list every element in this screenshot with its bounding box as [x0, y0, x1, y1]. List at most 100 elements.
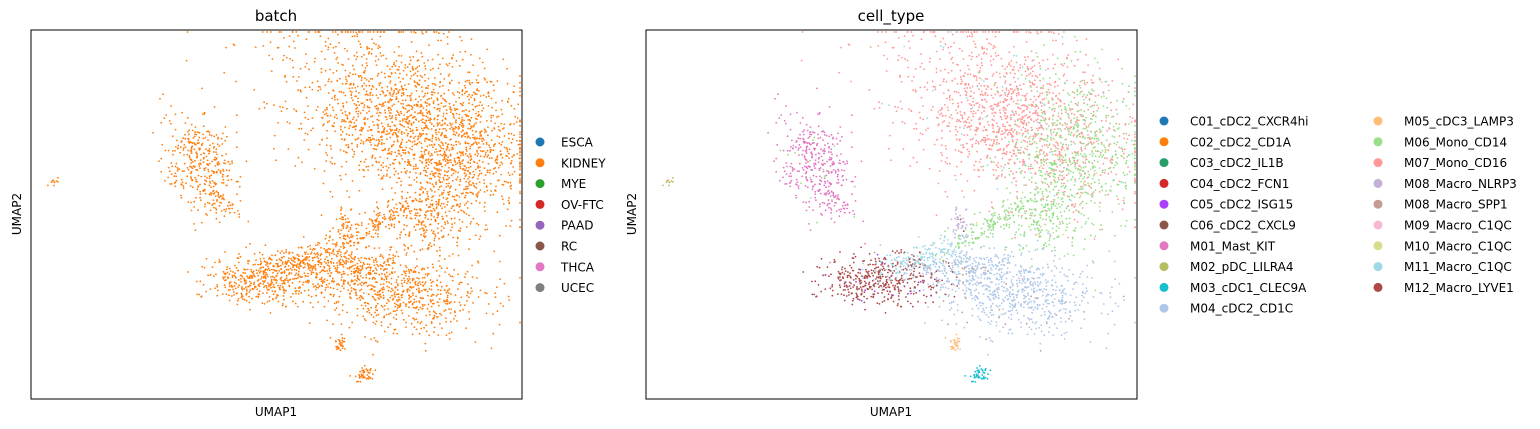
scatter-point: [331, 195, 334, 198]
scatter-point: [476, 277, 478, 279]
scatter-point: [334, 130, 336, 133]
scatter-point: [359, 294, 362, 297]
scatter-point: [1092, 74, 1094, 77]
scatter-point: [402, 103, 405, 105]
scatter-point: [967, 31, 970, 33]
scatter-point: [333, 96, 336, 99]
scatter-point: [358, 213, 361, 215]
scatter-point: [401, 273, 403, 276]
scatter-point: [280, 110, 283, 113]
scatter-point: [345, 251, 347, 254]
scatter-point: [381, 188, 384, 191]
scatter-point: [964, 90, 967, 92]
scatter-point: [385, 268, 388, 270]
scatter-point: [320, 214, 323, 217]
scatter-point: [358, 169, 361, 171]
scatter-point: [424, 174, 427, 177]
scatter-point: [347, 217, 349, 220]
scatter-point: [297, 266, 300, 268]
scatter-point: [427, 139, 430, 141]
scatter-point: [470, 125, 472, 128]
scatter-point: [300, 90, 302, 93]
scatter-point: [519, 148, 521, 150]
scatter-point: [317, 241, 319, 244]
scatter-point: [499, 278, 502, 281]
scatter-point: [373, 148, 376, 151]
scatter-point: [447, 75, 450, 77]
scatter-point: [994, 52, 997, 54]
scatter-point: [398, 45, 400, 48]
scatter-point: [480, 137, 483, 140]
scatter-point: [377, 228, 380, 231]
scatter-point: [272, 275, 274, 278]
scatter-point: [519, 87, 521, 89]
scatter-point: [1005, 153, 1008, 156]
scatter-point: [415, 103, 418, 106]
scatter-point: [208, 133, 211, 136]
scatter-point: [311, 267, 314, 270]
scatter-point: [393, 103, 395, 106]
scatter-point: [368, 106, 371, 109]
scatter-point: [437, 39, 439, 42]
scatter-point: [436, 216, 439, 219]
scatter-point: [920, 62, 923, 65]
scatter-point: [363, 281, 366, 284]
scatter-point: [1054, 63, 1056, 66]
scatter-point: [427, 152, 430, 155]
scatter-point: [1066, 79, 1068, 82]
scatter-point: [978, 54, 980, 56]
scatter-point: [460, 130, 463, 133]
scatter-point: [216, 162, 219, 165]
scatter-point: [333, 162, 336, 165]
scatter-point: [382, 91, 385, 94]
scatter-point: [288, 45, 291, 48]
scatter-point: [350, 287, 353, 289]
scatter-point: [337, 229, 340, 231]
scatter-point: [466, 300, 468, 302]
scatter-point: [406, 205, 409, 208]
scatter-point: [243, 268, 246, 271]
scatter-point: [340, 178, 342, 181]
scatter-point: [391, 210, 394, 213]
scatter-point: [238, 284, 241, 287]
scatter-point: [352, 288, 355, 290]
scatter-point: [394, 291, 396, 294]
legend-marker: [535, 241, 545, 251]
scatter-point: [348, 221, 351, 223]
scatter-point: [395, 114, 397, 117]
scatter-point: [452, 54, 455, 56]
scatter-point: [516, 117, 519, 119]
scatter-point: [486, 81, 488, 84]
scatter-point: [434, 84, 437, 86]
scatter-point: [427, 195, 429, 198]
scatter-point: [432, 230, 435, 233]
scatter-point: [1030, 89, 1033, 92]
scatter-point: [251, 297, 253, 300]
scatter-point: [404, 233, 407, 236]
scatter-point: [1066, 66, 1069, 68]
scatter-point: [431, 183, 434, 186]
scatter-point: [928, 61, 931, 63]
scatter-point: [206, 214, 209, 216]
scatter-point: [986, 115, 989, 117]
scatter-point: [216, 153, 218, 156]
scatter-point: [377, 127, 380, 129]
scatter-point: [352, 31, 355, 33]
scatter-point: [323, 278, 326, 281]
scatter-point: [187, 149, 190, 152]
scatter-point: [405, 146, 408, 149]
scatter-point: [341, 112, 344, 115]
scatter-point: [170, 105, 172, 107]
scatter-point: [363, 318, 366, 320]
scatter-point: [188, 155, 191, 157]
scatter-point: [422, 305, 424, 307]
scatter-point: [351, 126, 354, 129]
scatter-point: [316, 252, 319, 254]
scatter-point: [365, 58, 368, 60]
scatter-point: [375, 107, 378, 110]
scatter-point: [426, 112, 429, 115]
scatter-point: [418, 332, 421, 335]
scatter-point: [215, 209, 218, 211]
scatter-point: [218, 204, 221, 207]
scatter-point: [445, 320, 448, 323]
